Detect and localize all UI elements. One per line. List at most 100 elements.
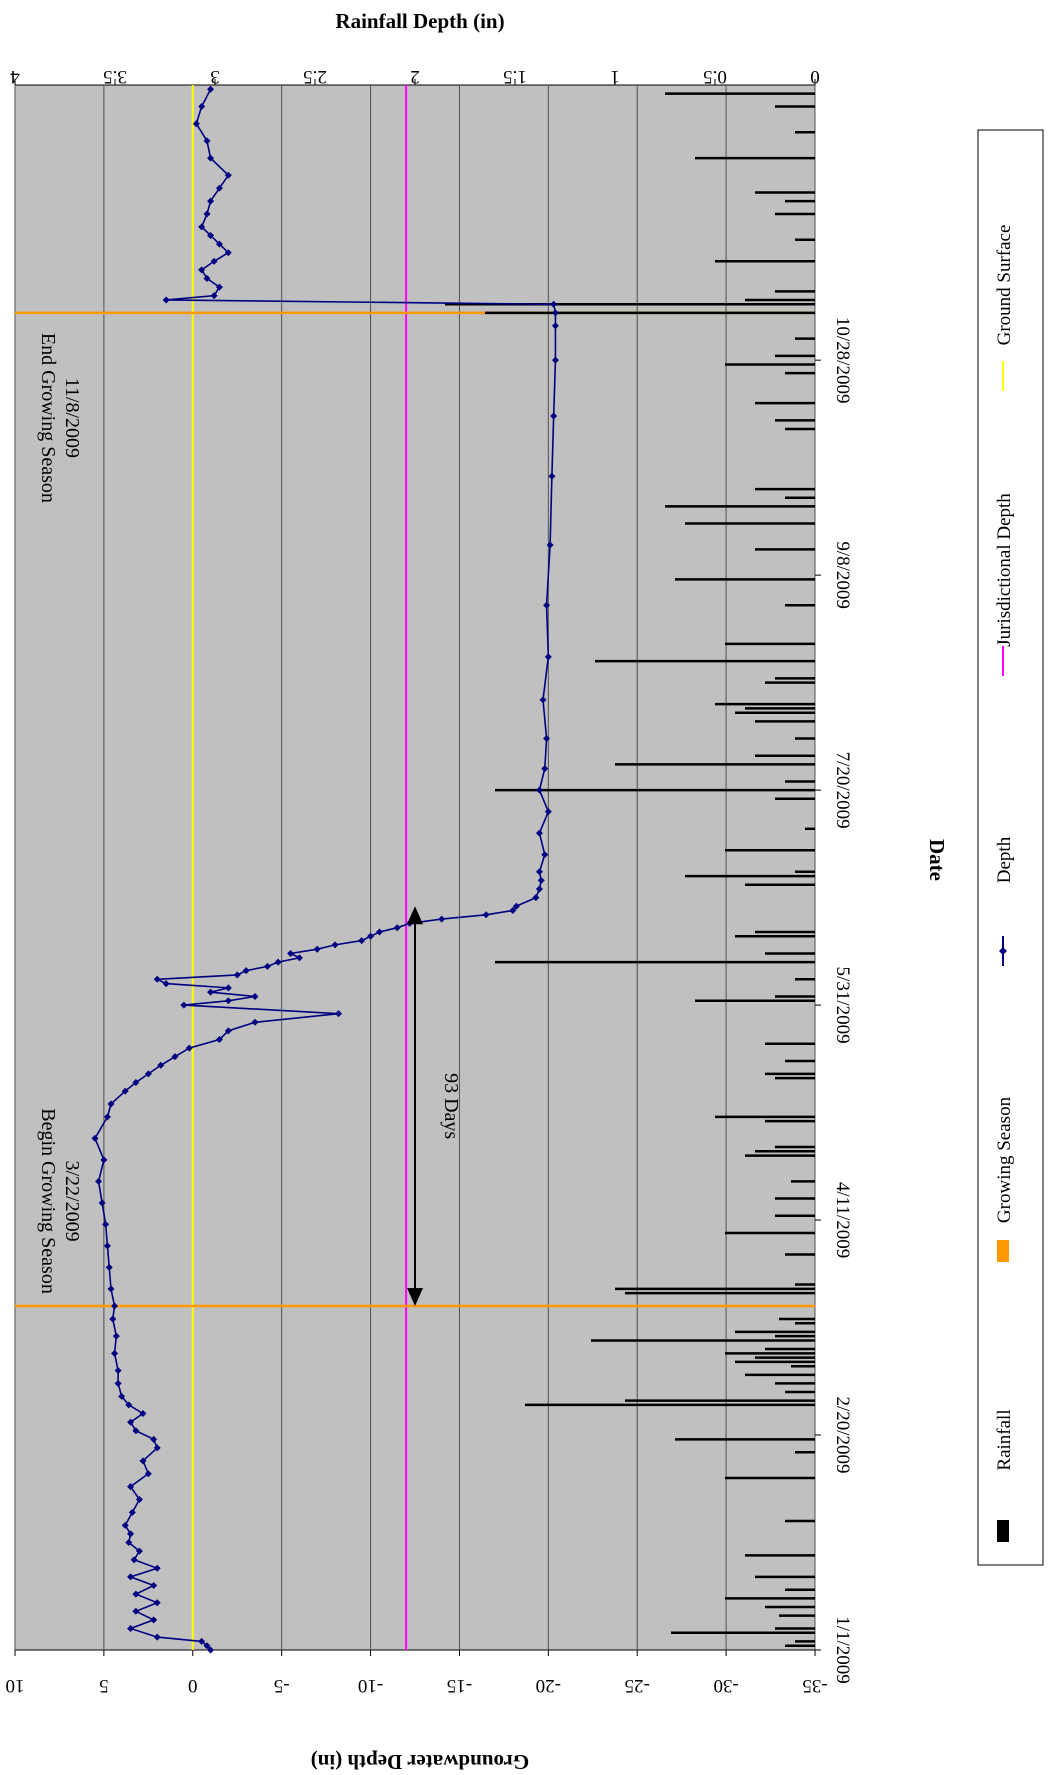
depth-marker xyxy=(532,894,540,902)
depth-marker xyxy=(132,1427,140,1435)
legend-item: Jurisdictional Depth xyxy=(994,493,1015,676)
x-tick-label: 10/28/2009 xyxy=(832,317,853,404)
depth-marker xyxy=(224,249,232,257)
growing-season-end-date: 11/8/2009 xyxy=(61,378,83,458)
legend-item: Growing Season xyxy=(994,1096,1015,1262)
legend-label: Depth xyxy=(994,836,1015,883)
depth-series xyxy=(91,85,559,1654)
depth-marker xyxy=(162,296,170,304)
depth-marker xyxy=(198,102,206,110)
depth-marker xyxy=(367,932,375,940)
y2-axis-title: Rainfall Depth (in) xyxy=(335,9,504,33)
depth-marker xyxy=(541,765,549,773)
depth-marker xyxy=(153,975,161,983)
depth-marker xyxy=(112,1332,120,1340)
x-axis-title: Date xyxy=(925,839,949,881)
depth-marker xyxy=(210,292,218,300)
depth-marker xyxy=(544,808,552,816)
annotations: Begin Growing Season 3/22/2009 End Growing… xyxy=(37,333,462,1307)
legend-item: Ground Surface xyxy=(994,225,1015,391)
depth-marker xyxy=(551,322,559,330)
y-tick-label: 10 xyxy=(6,1675,25,1696)
y2-tick-label: 3.5 xyxy=(103,66,127,87)
legend-label: Growing Season xyxy=(994,1096,1015,1223)
y-tick-label: 5 xyxy=(99,1675,109,1696)
y-tick-label: -25 xyxy=(625,1675,650,1696)
depth-marker xyxy=(153,1444,161,1452)
depth-marker xyxy=(335,1010,343,1018)
depth-marker xyxy=(121,1087,129,1095)
depth-marker xyxy=(127,1530,135,1538)
y-tick-label: -30 xyxy=(713,1675,738,1696)
x-tick-label: 9/8/2009 xyxy=(832,541,853,609)
depth-marker xyxy=(180,1001,188,1009)
depth-marker xyxy=(207,231,215,239)
depth-marker xyxy=(127,1483,135,1491)
depth-marker xyxy=(127,1418,135,1426)
depth-marker xyxy=(535,829,543,837)
legend-swatch-rainfall xyxy=(997,1520,1009,1542)
depth-marker xyxy=(207,154,215,162)
depth-marker xyxy=(203,210,211,218)
depth-marker xyxy=(287,949,295,957)
depth-marker xyxy=(127,1625,135,1633)
depth-marker xyxy=(215,1035,223,1043)
y-tick-label: -10 xyxy=(358,1675,383,1696)
depth-marker xyxy=(111,1302,119,1310)
depth-marker xyxy=(295,954,303,962)
y2-tick-label: 2 xyxy=(410,66,420,87)
y-tick-label: -5 xyxy=(274,1675,290,1696)
depth-marker xyxy=(135,1496,143,1504)
depth-marker xyxy=(482,911,490,919)
depth-marker xyxy=(375,928,383,936)
depth-marker xyxy=(171,1053,179,1061)
depth-marker xyxy=(537,876,545,884)
depth-marker xyxy=(103,1113,111,1121)
depth-marker xyxy=(548,472,556,480)
y2-tick-label: 0 xyxy=(810,66,820,87)
depth-marker xyxy=(274,958,282,966)
depth-marker xyxy=(207,1646,215,1654)
legend-swatch-depth-marker xyxy=(999,947,1007,955)
depth-marker xyxy=(127,1573,135,1581)
legend-label: Rainfall xyxy=(994,1409,1015,1470)
depth-marker xyxy=(224,1027,232,1035)
depth-marker xyxy=(242,967,250,975)
depth-marker xyxy=(185,1044,193,1052)
depth-marker xyxy=(224,984,232,992)
depth-marker xyxy=(438,915,446,923)
depth-marker xyxy=(509,906,517,914)
depth-marker xyxy=(224,171,232,179)
depth-marker xyxy=(541,851,549,859)
depth-marker xyxy=(251,1018,259,1026)
x-tick-label: 7/20/2009 xyxy=(832,752,853,829)
depth-marker xyxy=(192,120,200,128)
depth-marker xyxy=(544,653,552,661)
legend-item: Depth xyxy=(994,836,1015,966)
depth-marker xyxy=(153,1599,161,1607)
y-axis-title: Groundwater Depth (in) xyxy=(311,1750,530,1774)
depth-marker xyxy=(125,1539,133,1547)
depth-marker xyxy=(550,300,558,308)
depth-marker xyxy=(139,1410,147,1418)
depth-marker xyxy=(107,1285,115,1293)
depth-marker xyxy=(203,137,211,145)
y2-tick-label: 1.5 xyxy=(503,66,527,87)
legend-swatch-growing-season xyxy=(997,1240,1009,1262)
depth-marker xyxy=(107,1100,115,1108)
depth-marker xyxy=(203,1642,211,1650)
depth-marker xyxy=(153,1633,161,1641)
legend-label: Ground Surface xyxy=(994,225,1015,346)
depth-marker xyxy=(224,997,232,1005)
depth-marker xyxy=(331,941,339,949)
depth-marker xyxy=(150,1435,158,1443)
depth-marker xyxy=(111,1349,119,1357)
legend: Rainfall Growing Season Depth Jurisdictiona… xyxy=(994,225,1015,1542)
depth-marker xyxy=(118,1392,126,1400)
depth-marker xyxy=(543,735,551,743)
x-tick-label: 1/1/2009 xyxy=(832,1616,853,1684)
depth-marker xyxy=(203,274,211,282)
x-tick-label: 5/31/2009 xyxy=(832,967,853,1044)
depth-marker xyxy=(157,1061,165,1069)
